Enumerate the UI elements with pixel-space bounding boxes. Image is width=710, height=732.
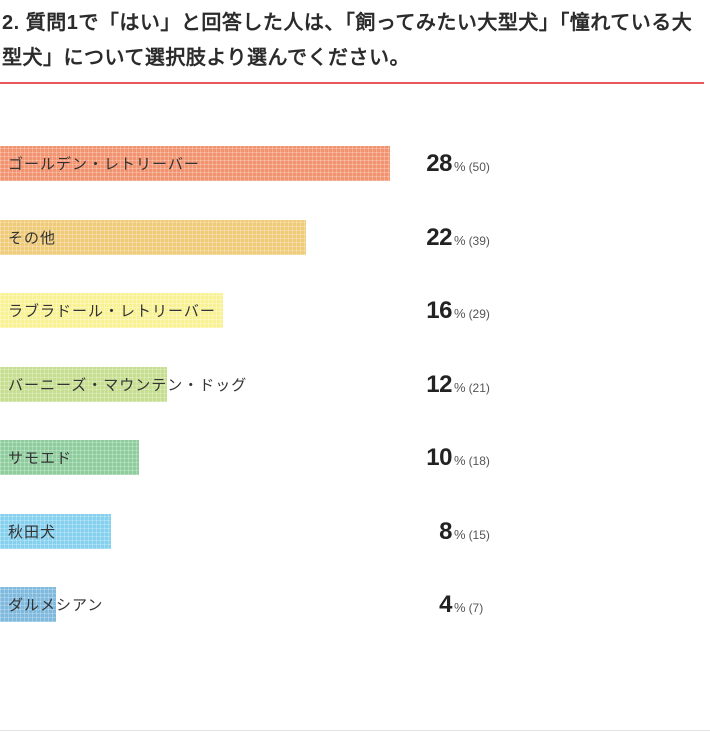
bar-other: その他 (0, 220, 306, 255)
bar-value: 12% (21) (418, 370, 490, 398)
bar-row-golden-retriever: ゴールデン・レトリーバー 28% (50) (0, 146, 710, 181)
bar-label: 秋田犬 (8, 524, 57, 541)
percent-value: 4 (439, 590, 452, 618)
bar-label: ダルメシアン (8, 597, 104, 614)
bar-akita: 秋田犬 (0, 514, 111, 549)
percent-sign: % (454, 305, 466, 321)
percent-sign: % (454, 158, 466, 174)
percent-value: 8 (439, 517, 452, 545)
bar-dalmatian: ダルメシアン (0, 587, 102, 622)
respondent-count: (21) (468, 380, 490, 395)
bar-row-dalmatian: ダルメシアン 4% (7) (0, 587, 710, 622)
bar-label: ラブラドール・レトリーバー (8, 303, 216, 320)
percent-sign: % (454, 599, 466, 615)
bar-value: 8% (15) (418, 517, 490, 545)
respondent-count: (39) (468, 233, 490, 248)
respondent-count: (50) (468, 159, 490, 174)
bar-samoyed: サモエド (0, 440, 139, 475)
respondent-count: (15) (468, 527, 490, 542)
bar-row-bernese-mountain-dog: バーニーズ・マウンテン・ドッグ 12% (21) (0, 367, 710, 402)
percent-value: 16 (426, 296, 452, 324)
percent-sign: % (454, 452, 466, 468)
percent-value: 10 (426, 443, 452, 471)
bar-labrador-retriever: ラブラドール・レトリーバー (0, 293, 223, 328)
bar-row-labrador-retriever: ラブラドール・レトリーバー 16% (29) (0, 293, 710, 328)
percent-value: 28 (426, 149, 452, 177)
bar-value: 22% (39) (418, 223, 490, 251)
percent-sign: % (454, 232, 466, 248)
respondent-count: (18) (468, 453, 490, 468)
percent-sign: % (454, 526, 466, 542)
bar-label: バーニーズ・マウンテン・ドッグ (8, 377, 248, 394)
bar-value: 28% (50) (418, 149, 490, 177)
bar-label: ゴールデン・レトリーバー (8, 156, 200, 173)
bar-row-akita: 秋田犬 8% (15) (0, 514, 710, 549)
bar-golden-retriever: ゴールデン・レトリーバー (0, 146, 390, 181)
bar-value: 4% (7) (418, 590, 484, 618)
bar-label: その他 (8, 230, 57, 247)
bar-row-samoyed: サモエド 10% (18) (0, 440, 710, 475)
bar-value: 16% (29) (418, 296, 490, 324)
respondent-count: (7) (468, 600, 484, 615)
bar-bernese-mountain-dog: バーニーズ・マウンテン・ドッグ (0, 367, 246, 402)
bar-row-other: その他 22% (39) (0, 220, 710, 255)
bar-label: サモエド (8, 450, 73, 467)
percent-value: 12 (426, 370, 452, 398)
respondent-count: (29) (468, 306, 490, 321)
percent-sign: % (454, 379, 466, 395)
percent-value: 22 (426, 223, 452, 251)
bottom-divider (0, 730, 710, 731)
title-underline (0, 82, 704, 84)
bar-value: 10% (18) (418, 443, 490, 471)
question-title: 2. 質問1で「はい」と回答した人は、「飼ってみたい大型犬」「憧れている大型犬」… (2, 12, 693, 69)
